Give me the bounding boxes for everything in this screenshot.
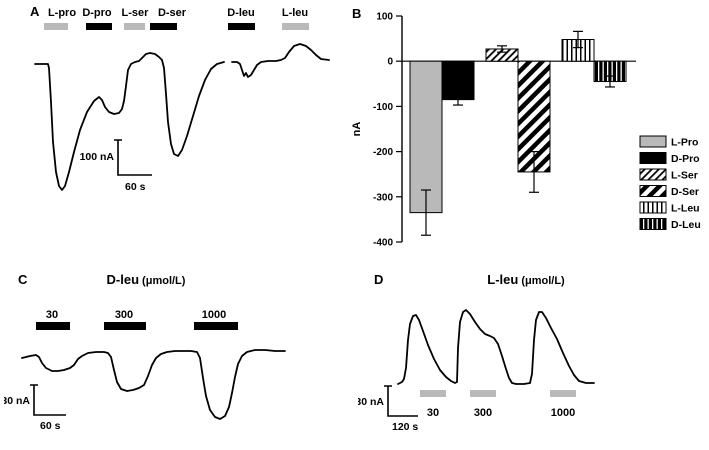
condition-label-d-leu: D-leu [227,7,255,19]
trace-pro-ser [34,52,225,191]
application-bar-30 [36,322,70,330]
scale-current-label: 30 nA [358,396,384,408]
trace-l-leu [397,309,595,385]
application-bar-1000 [550,390,576,397]
panel-a-canvas: L-pro D-pro L-ser D-ser D-leu L-leu 100 … [34,7,330,193]
application-bar-30 [420,390,446,397]
panel-b-letter: B [352,6,362,21]
y-tick-label: -400 [373,238,393,249]
application-bar-300 [104,322,146,330]
legend-swatch-L-Ser [639,168,667,181]
trace-d-leu [21,349,286,420]
application-bar-1000 [194,322,238,330]
panel-a: A L-pro D-pro L-ser D-ser D-leu L-leu 10… [4,2,342,218]
legend-label-D-Ser: D-Ser [671,186,699,198]
legend-swatch-L-Leu [639,201,667,214]
legend-label-L-Pro: L-Pro [671,137,698,149]
panel-b: B 100 0 -100 -200 -300 -400 nA L-Pro D-Pro L-Ser D… [346,0,708,258]
panel-d: D L-leu (μmol/L) 30 300 1000 30 nA 120 s [358,268,703,448]
y-tick-label: -200 [373,147,393,158]
legend-swatch-D-Ser [639,185,667,197]
application-bar-300 [470,390,496,397]
condition-label-l-pro: L-pro [48,7,76,19]
condition-label-l-leu: L-leu [282,7,308,19]
legend-swatch-D-Leu [639,218,667,230]
scale-time-label: 60 s [40,420,61,432]
panel-d-letter: D [374,272,384,287]
legend-swatch-D-Pro [639,152,667,164]
application-bar-d-ser [150,23,177,30]
legend-label-L-Leu: L-Leu [671,203,700,215]
panel-c-letter: C [18,272,28,287]
scale-bars [114,139,152,176]
panel-c-title: D-leu (μmol/L) [107,272,186,287]
scale-time-label: 60 s [125,181,146,193]
bar-L-Pro [409,60,443,214]
scale-bars [30,384,66,416]
dose-label-30: 30 [46,309,58,321]
bar-D-Pro [441,60,475,101]
y-tick-label: -300 [373,192,393,203]
application-bar-l-leu [282,23,309,30]
panel-c: C D-leu (μmol/L) 30 300 1000 30 nA 60 s [4,268,342,448]
panel-c-canvas: D-leu (μmol/L) 30 300 1000 30 nA 60 s [4,272,286,432]
panel-d-canvas: L-leu (μmol/L) 30 300 1000 30 nA 120 s [358,272,595,433]
trace-leu [231,43,330,78]
scale-current-label: 30 nA [4,395,30,407]
legend-label-L-Ser: L-Ser [671,170,698,182]
panel-d-title: L-leu (μmol/L) [487,272,565,287]
dose-label-300: 300 [115,309,133,321]
scale-time-label: 120 s [392,421,418,433]
y-tick-label: 0 [387,57,393,68]
y-tick-label: -100 [373,102,393,113]
dose-label-300: 300 [474,407,492,419]
application-bar-d-pro [86,23,112,30]
legend-label-D-Pro: D-Pro [671,153,700,165]
panel-b-bar-chart: 100 0 -100 -200 -300 -400 nA L-Pro D-Pro L-Ser D-S… [351,12,701,249]
dose-label-1000: 1000 [202,309,226,321]
panel-a-letter: A [30,4,40,19]
condition-label-l-ser: L-ser [122,7,150,19]
legend-swatch-L-Pro [639,135,667,148]
y-axis-label: nA [351,122,363,137]
y-tick-label: 100 [376,12,393,23]
condition-label-d-pro: D-pro [82,7,112,19]
dose-label-30: 30 [427,407,439,419]
application-bar-d-leu [228,23,255,30]
application-bar-l-pro [44,23,68,30]
application-bar-l-ser [124,23,145,30]
dose-label-1000: 1000 [551,407,575,419]
legend-label-D-Leu: D-Leu [671,219,701,231]
scale-current-label: 100 nA [80,151,115,163]
condition-label-d-ser: D-ser [158,7,187,19]
scale-bars [384,385,418,417]
